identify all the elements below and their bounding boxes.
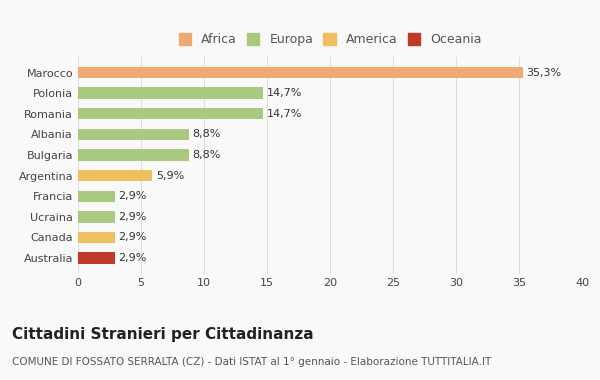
Bar	[78, 129, 189, 140]
Bar	[78, 108, 263, 119]
Legend: Africa, Europa, America, Oceania: Africa, Europa, America, Oceania	[176, 31, 484, 49]
Bar	[78, 211, 115, 223]
Bar	[78, 232, 115, 243]
Text: 2,9%: 2,9%	[118, 253, 146, 263]
Text: Cittadini Stranieri per Cittadinanza: Cittadini Stranieri per Cittadinanza	[12, 327, 314, 342]
Text: 14,7%: 14,7%	[267, 109, 302, 119]
Text: 2,9%: 2,9%	[118, 191, 146, 201]
Bar	[78, 252, 115, 264]
Text: 8,8%: 8,8%	[193, 150, 221, 160]
Text: 5,9%: 5,9%	[156, 171, 184, 180]
Text: COMUNE DI FOSSATO SERRALTA (CZ) - Dati ISTAT al 1° gennaio - Elaborazione TUTTIT: COMUNE DI FOSSATO SERRALTA (CZ) - Dati I…	[12, 357, 491, 367]
Bar	[78, 87, 263, 99]
Bar	[78, 170, 152, 181]
Text: 14,7%: 14,7%	[267, 88, 302, 98]
Text: 8,8%: 8,8%	[193, 129, 221, 139]
Bar	[78, 149, 189, 161]
Text: 35,3%: 35,3%	[527, 68, 562, 78]
Bar	[78, 67, 523, 78]
Text: 2,9%: 2,9%	[118, 233, 146, 242]
Text: 2,9%: 2,9%	[118, 212, 146, 222]
Bar	[78, 190, 115, 202]
